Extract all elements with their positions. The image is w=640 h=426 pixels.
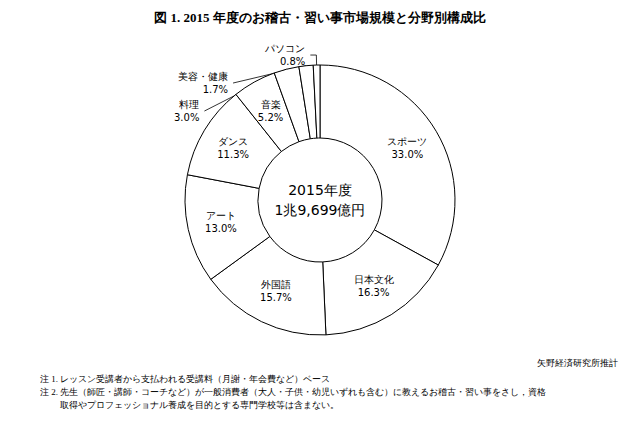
- svg-text:注 1. レッスン受講者から支払われる受講料（月謝・年会費な: 注 1. レッスン受講者から支払われる受講料（月謝・年会費など）ベース: [40, 374, 330, 384]
- svg-text:ダンス: ダンス: [218, 136, 248, 147]
- svg-text:取得やプロフェッショナル養成を目的とする専門学校等は含まない: 取得やプロフェッショナル養成を目的とする専門学校等は含まない。: [60, 400, 339, 410]
- svg-text:矢野経済研究所推計: 矢野経済研究所推計: [537, 358, 618, 368]
- svg-text:2015年度: 2015年度: [288, 182, 352, 198]
- svg-text:33.0%: 33.0%: [391, 149, 423, 160]
- svg-text:3.0%: 3.0%: [174, 112, 199, 123]
- svg-text:0.8%: 0.8%: [280, 56, 305, 67]
- svg-text:アート: アート: [206, 210, 236, 221]
- svg-text:外国語: 外国語: [261, 279, 291, 290]
- svg-text:11.3%: 11.3%: [217, 149, 249, 160]
- svg-text:13.0%: 13.0%: [205, 223, 237, 234]
- svg-text:16.3%: 16.3%: [358, 287, 390, 298]
- svg-text:音楽: 音楽: [261, 99, 281, 110]
- svg-text:日本文化: 日本文化: [354, 274, 394, 285]
- svg-text:注 2. 先生（師匠・講師・コーチなど）が一般消費者（大人・: 注 2. 先生（師匠・講師・コーチなど）が一般消費者（大人・子供・幼児いずれも含…: [40, 387, 546, 397]
- svg-text:5.2%: 5.2%: [258, 112, 283, 123]
- svg-text:15.7%: 15.7%: [260, 292, 292, 303]
- svg-text:図 1. 2015 年度のお稽古・習い事市場規模と分野別構成: 図 1. 2015 年度のお稽古・習い事市場規模と分野別構成比: [154, 10, 486, 25]
- svg-text:料理: 料理: [179, 99, 199, 110]
- svg-text:パソコン: パソコン: [264, 43, 305, 54]
- svg-text:美容・健康: 美容・健康: [178, 71, 228, 82]
- svg-text:1.7%: 1.7%: [203, 84, 228, 95]
- svg-text:1兆9,699億円: 1兆9,699億円: [275, 202, 366, 218]
- svg-text:スポーツ: スポーツ: [387, 136, 427, 147]
